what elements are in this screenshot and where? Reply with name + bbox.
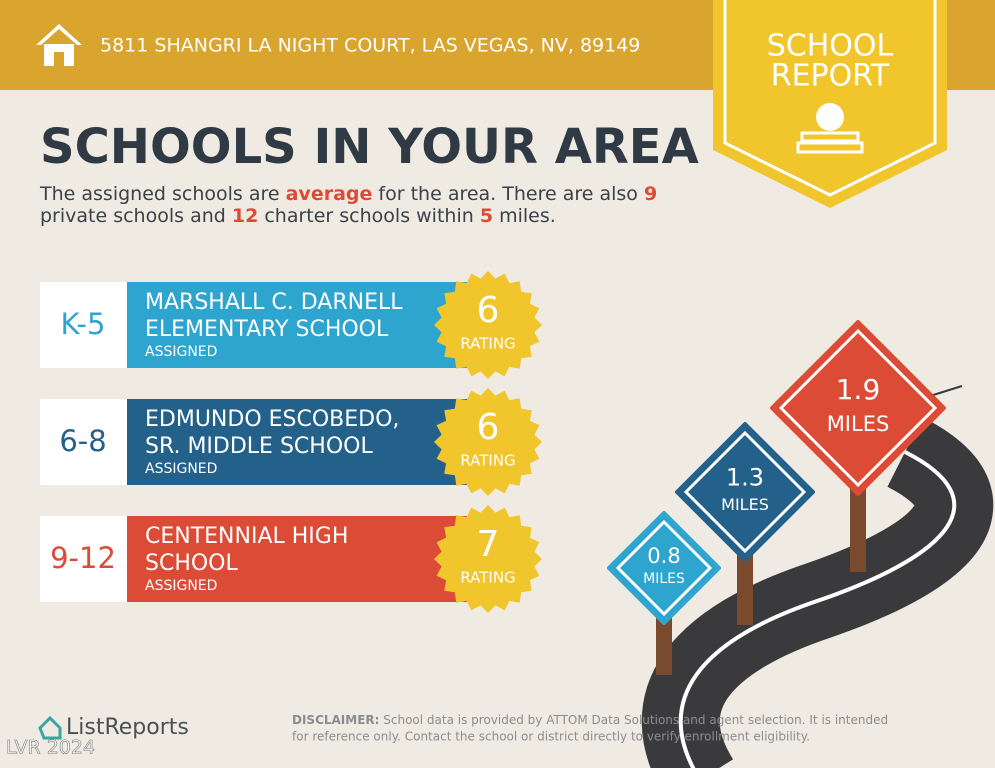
intro-text: miles.	[493, 205, 556, 227]
status: ASSIGNED	[145, 344, 217, 360]
rating: 6	[477, 407, 500, 448]
school-name: ELEMENTARY SCHOOL	[145, 317, 389, 342]
school-name: EDMUNDO ESCOBEDO,	[145, 407, 399, 432]
rating-seal	[434, 271, 542, 379]
badge: SCHOOL REPORT	[713, 0, 947, 208]
rating: 7	[477, 524, 500, 565]
road	[641, 385, 994, 768]
distance-sign: 0.8 MILES	[607, 511, 721, 675]
rating-label: RATING	[460, 335, 515, 353]
disclaimer: for reference only. Contact the school o…	[292, 730, 810, 744]
rating-seal	[434, 505, 542, 613]
sign-distance: 0.8	[647, 544, 680, 568]
school-name: CENTENNIAL HIGH	[145, 524, 348, 549]
school-bar	[127, 282, 467, 368]
intro-text: The assigned schools are	[39, 183, 286, 205]
house-icon	[36, 24, 82, 66]
sign-distance: 1.9	[836, 373, 881, 406]
sign-border	[683, 430, 807, 554]
intro-text: private schools and	[40, 205, 232, 227]
title: SCHOOLS IN YOUR AREA	[40, 119, 699, 175]
sign-border	[615, 519, 713, 617]
grade-box	[40, 399, 127, 485]
school-bar	[127, 399, 467, 485]
school-name: SCHOOL	[145, 551, 239, 576]
highlight: average	[286, 183, 373, 205]
disclaimer: DISCLAIMER: School data is provided by A…	[292, 713, 888, 727]
grades: 9-12	[50, 541, 116, 575]
intro-text: charter schools within	[258, 205, 480, 227]
grades: K-5	[61, 307, 106, 341]
sign-board	[607, 511, 721, 625]
sign-board	[675, 422, 815, 562]
rating: 6	[477, 290, 500, 331]
watermark: LVR 2024	[6, 737, 95, 759]
school-row: 6-8 EDMUNDO ESCOBEDO,SR. MIDDLE SCHOOL ASS…	[40, 388, 542, 496]
rating-label: RATING	[460, 569, 515, 587]
sign-board	[770, 320, 946, 496]
rating-seal	[434, 388, 542, 496]
sign-unit: MILES	[721, 495, 769, 514]
school-name: SR. MIDDLE SCHOOL	[145, 434, 373, 459]
disclaimer-text: School data is provided by ATTOM Data So…	[379, 713, 888, 727]
status: ASSIGNED	[145, 578, 217, 594]
highlight: 9	[644, 183, 657, 205]
intro-text: for the area. There are also	[372, 183, 644, 205]
intro-line: The assigned schools are average for the…	[39, 183, 657, 205]
school-bar	[127, 516, 467, 602]
logo-text: ListReports	[66, 715, 189, 740]
intro-line: private schools and 12 charter schools w…	[40, 205, 556, 227]
sign-unit: MILES	[827, 412, 890, 436]
badge-line1: SCHOOL	[767, 29, 894, 64]
grades: 6-8	[59, 424, 106, 458]
badge-line2: REPORT	[771, 59, 890, 94]
school-name: MARSHALL C. DARNELL	[145, 290, 403, 315]
highlight: 5	[480, 205, 493, 227]
distance-sign: 1.3 MILES	[675, 422, 815, 625]
highlight: 12	[232, 205, 258, 227]
address: 5811 SHANGRI LA NIGHT COURT, LAS VEGAS, …	[100, 35, 640, 57]
distance-sign: 1.9 MILES	[770, 320, 946, 572]
logo: ListReports	[38, 715, 189, 740]
sign-distance: 1.3	[726, 463, 764, 491]
disclaimer-label: DISCLAIMER:	[292, 713, 379, 727]
rating-label: RATING	[460, 452, 515, 470]
grade-box	[40, 282, 127, 368]
sign-border	[778, 328, 938, 488]
status: ASSIGNED	[145, 461, 217, 477]
grade-box	[40, 516, 127, 602]
sign-unit: MILES	[643, 571, 685, 587]
